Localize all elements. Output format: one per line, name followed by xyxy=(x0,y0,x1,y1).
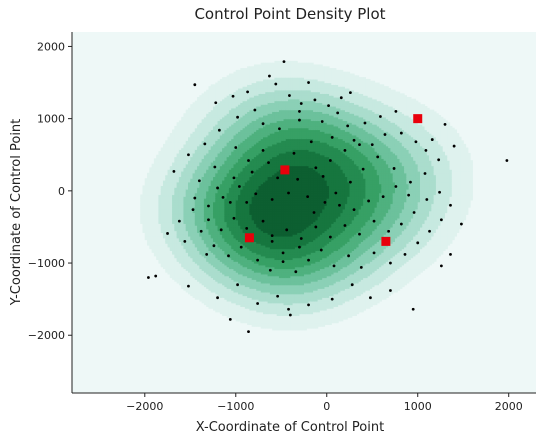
chart-title: Control Point Density Plot xyxy=(194,5,385,23)
